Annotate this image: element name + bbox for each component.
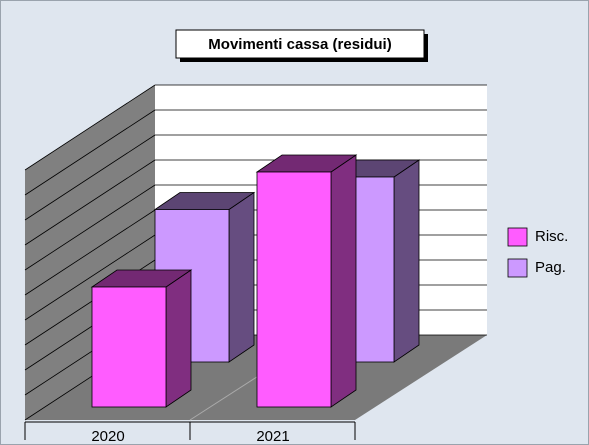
chart-title: Movimenti cassa (residui) xyxy=(208,36,391,53)
legend-label: Pag. xyxy=(535,259,566,276)
grid-line xyxy=(24,184,156,271)
bar-side xyxy=(330,154,357,408)
legend-swatch xyxy=(507,258,528,278)
bar-side xyxy=(228,191,255,363)
grid-line xyxy=(24,209,156,296)
legend-swatch xyxy=(507,227,528,247)
legend-label: Risc. xyxy=(535,228,568,245)
bar-front xyxy=(256,171,332,408)
bar-front xyxy=(91,286,167,408)
bar-side xyxy=(165,269,192,408)
x-tick-label: 2021 xyxy=(256,428,289,445)
grid-line xyxy=(24,159,156,246)
bar-side xyxy=(393,159,420,363)
grid-line xyxy=(24,134,156,221)
title-box xyxy=(175,29,425,59)
grid-line xyxy=(24,234,156,321)
x-tick-label: 2020 xyxy=(91,428,124,445)
bar xyxy=(255,154,358,408)
bar xyxy=(90,269,193,408)
grid-line xyxy=(24,84,156,171)
grid-line xyxy=(24,109,156,196)
